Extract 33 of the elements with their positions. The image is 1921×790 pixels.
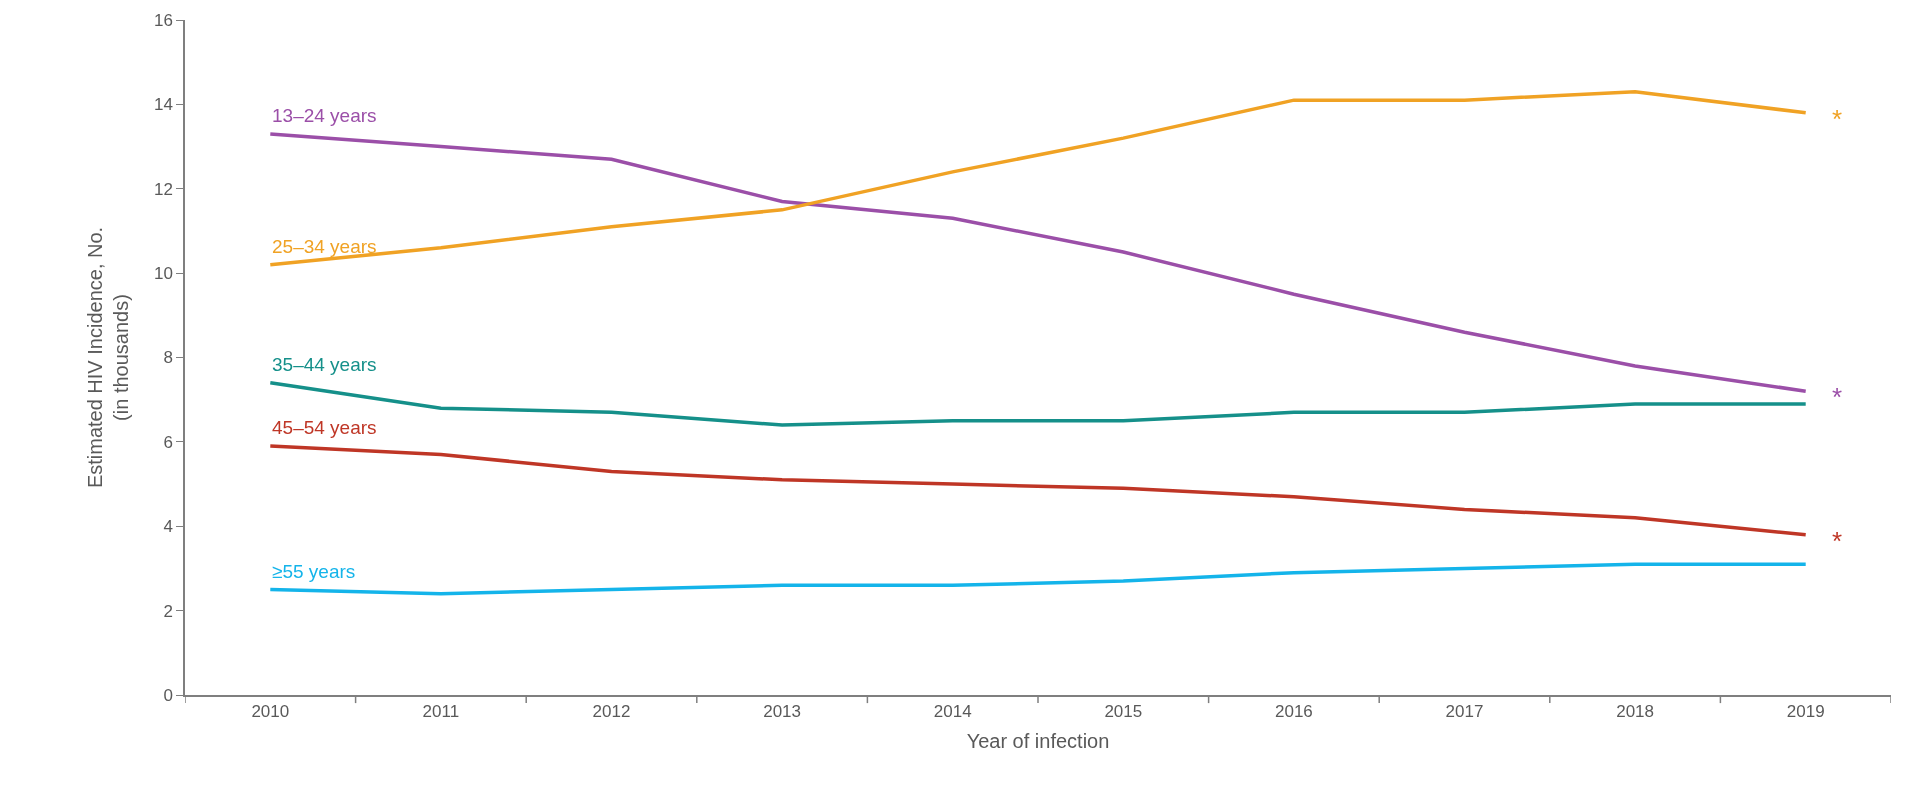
x-tick-label: 2018 [1616, 702, 1655, 722]
y-tick-label: 10 [153, 264, 173, 284]
x-tick-label: 2019 [1786, 702, 1825, 722]
x-tick-label: 2014 [933, 702, 972, 722]
series-label: ≥55 years [272, 561, 356, 582]
y-tick-label: 16 [153, 10, 173, 30]
annotation: * [1832, 526, 1843, 556]
series-label: 13–24 years [272, 105, 377, 126]
line-series [268, 444, 1808, 537]
annotation: * [1832, 382, 1843, 412]
x-tick-label: 2013 [763, 702, 802, 722]
y-tick-label: 0 [163, 685, 173, 705]
y-tick-label: 6 [163, 432, 173, 452]
x-tick-label: 2012 [592, 702, 631, 722]
line-series [268, 562, 1808, 596]
y-tick-label: 2 [163, 601, 173, 621]
x-tick-label: 2017 [1445, 702, 1484, 722]
y-tick-label: 12 [153, 179, 173, 199]
y-tick-label: 4 [163, 517, 173, 537]
y-tick-label: 8 [163, 348, 173, 368]
line-series [268, 132, 1808, 393]
series-label: 45–54 years [272, 417, 377, 438]
annotation: * [1832, 104, 1843, 134]
x-axis-title: Year of infection [966, 730, 1110, 753]
series-label: 25–34 years [272, 236, 377, 257]
x-tick-label: 2015 [1104, 702, 1143, 722]
series-label: 35–44 years [272, 354, 377, 375]
x-tick-label: 2010 [251, 702, 290, 722]
y-tick-label: 14 [153, 95, 173, 115]
y-axis-title: Estimated HIV Incidence, No. (in thousands) [83, 226, 132, 489]
x-tick-label: 2016 [1274, 702, 1313, 722]
line-series [268, 89, 1808, 267]
x-tick-label: 2011 [422, 702, 460, 722]
